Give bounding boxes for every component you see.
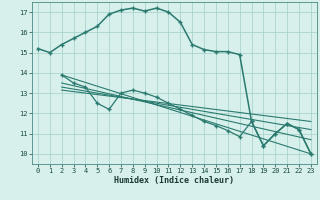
X-axis label: Humidex (Indice chaleur): Humidex (Indice chaleur) bbox=[115, 176, 234, 185]
